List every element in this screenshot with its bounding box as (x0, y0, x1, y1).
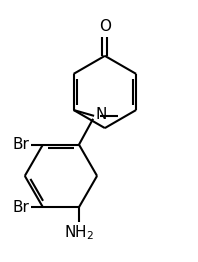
Text: Br: Br (12, 137, 29, 152)
Text: N: N (96, 107, 107, 122)
Text: Br: Br (12, 200, 29, 215)
Text: O: O (99, 19, 111, 34)
Text: NH$_2$: NH$_2$ (64, 224, 94, 242)
